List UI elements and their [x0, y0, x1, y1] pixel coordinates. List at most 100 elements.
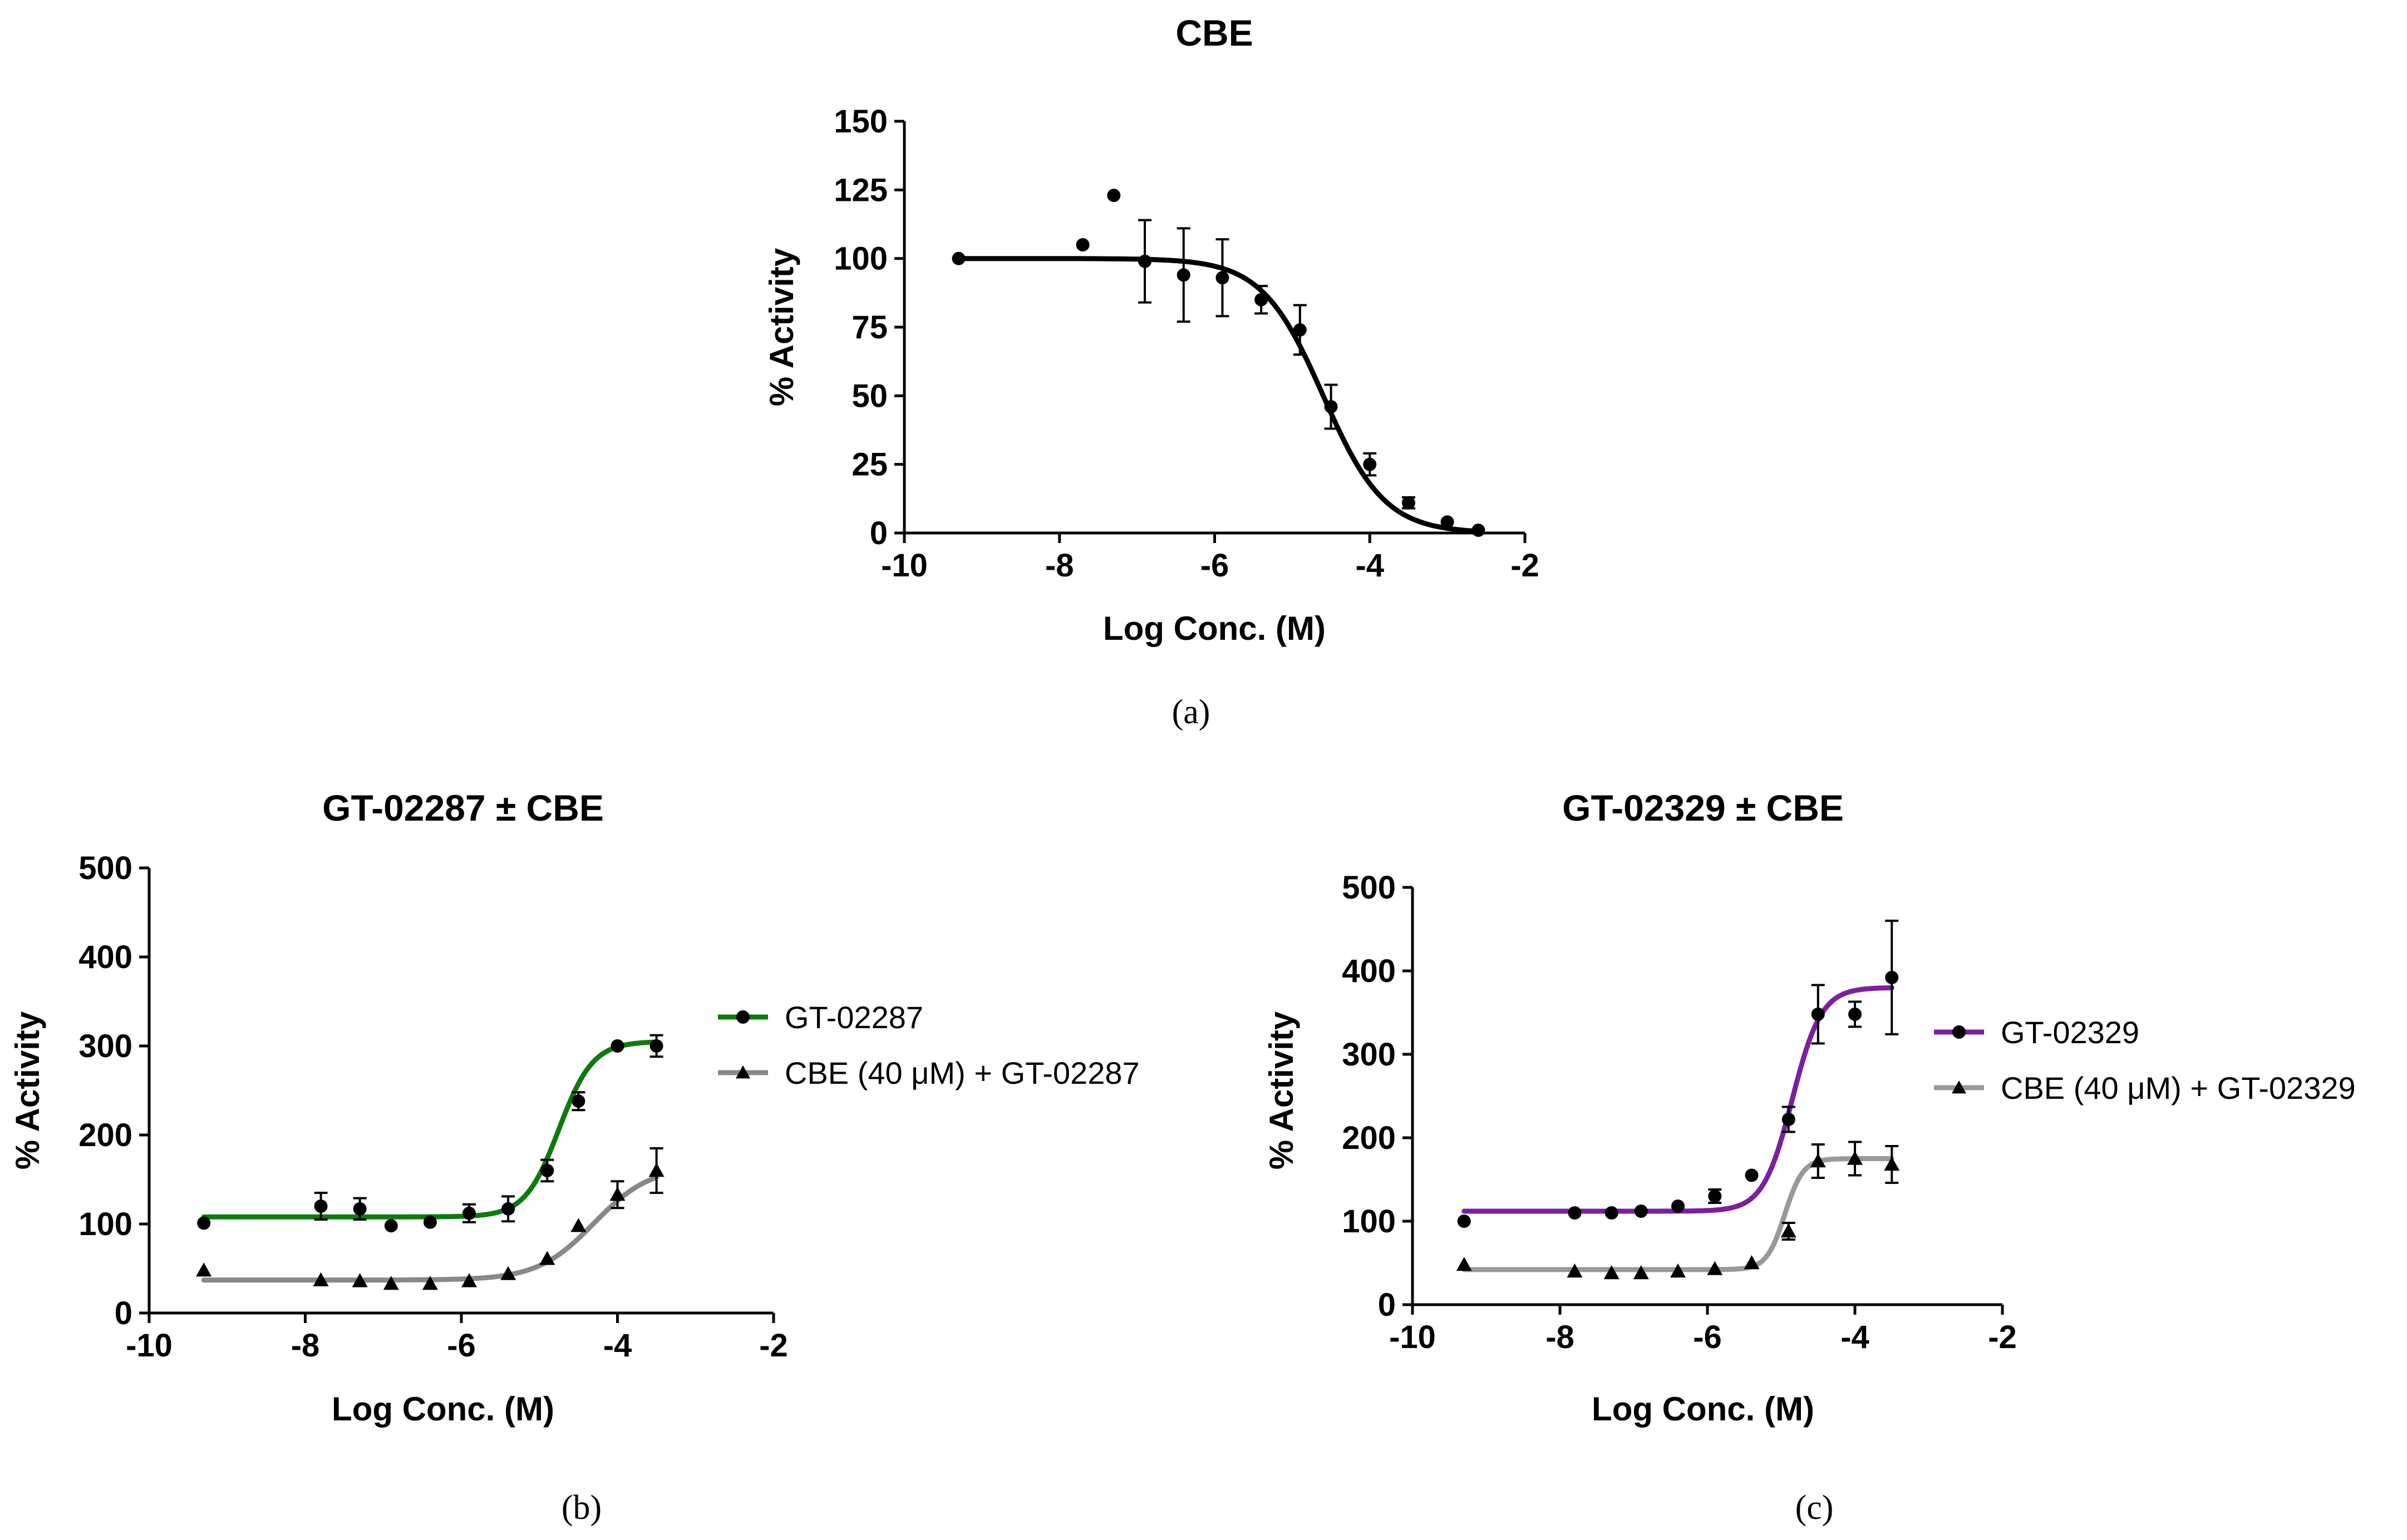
data-point — [1744, 1255, 1760, 1270]
data-point — [383, 1276, 399, 1290]
y-tick-label: 150 — [834, 103, 888, 140]
data-point — [1471, 524, 1485, 537]
data-point — [197, 1216, 211, 1230]
data-point — [1254, 293, 1268, 307]
legend-marker — [736, 1010, 750, 1024]
data-point — [1745, 1168, 1759, 1182]
panel-label: (c) — [1795, 1489, 1834, 1527]
legend-marker — [1952, 1025, 1966, 1039]
data-point — [314, 1200, 328, 1213]
data-point — [1076, 238, 1090, 251]
data-point — [1707, 1261, 1723, 1275]
chart-panel-1: CBE -10 -8 -6 -4 -2 0 25 50 75 100 125 150 Log Conc. … — [763, 12, 1539, 731]
x-tick-label: -4 — [603, 1327, 632, 1364]
legend-label: CBE (40 μM) + GT-02329 — [2001, 1070, 2356, 1105]
y-tick-label: 25 — [851, 447, 888, 483]
x-tick-label: -4 — [1355, 547, 1384, 584]
y-tick-label: 300 — [1342, 1036, 1396, 1073]
data-point — [611, 1039, 624, 1053]
data-point — [196, 1262, 212, 1277]
x-tick-label: -8 — [1545, 1319, 1574, 1355]
data-point — [1810, 1153, 1826, 1168]
data-point — [1633, 1265, 1649, 1280]
x-tick-label: -10 — [881, 547, 928, 584]
y-axis-label: % Activity — [9, 1011, 46, 1169]
y-tick-label: 100 — [1342, 1203, 1396, 1240]
data-point — [1363, 457, 1377, 471]
data-point — [1634, 1205, 1648, 1218]
x-axis-label: Log Conc. (M) — [332, 1390, 554, 1428]
legend-marker — [736, 1065, 750, 1079]
y-tick-label: 125 — [834, 172, 888, 208]
x-tick-label: -10 — [126, 1327, 173, 1364]
x-tick-label: -2 — [759, 1327, 788, 1364]
legend-marker — [1952, 1080, 1966, 1094]
data-point — [648, 1163, 664, 1177]
data-point — [649, 1039, 663, 1053]
data-point — [501, 1202, 515, 1216]
data-point — [1604, 1206, 1618, 1220]
legend-label: GT-02329 — [2001, 1015, 2139, 1050]
fit-curve — [1461, 1156, 1894, 1272]
y-tick-label: 0 — [115, 1295, 132, 1331]
data-point — [1847, 1151, 1863, 1165]
data-point — [609, 1187, 626, 1201]
data-point — [313, 1272, 329, 1286]
data-point — [1107, 189, 1121, 203]
y-tick-label: 0 — [870, 515, 888, 551]
series-1: GT-02287 — [197, 1000, 923, 1233]
y-axis-label: % Activity — [763, 248, 800, 406]
x-tick-label: -8 — [1045, 547, 1074, 584]
data-point — [1603, 1265, 1620, 1280]
panel-label: (b) — [562, 1489, 602, 1527]
y-tick-label: 500 — [78, 850, 132, 886]
data-point — [539, 1251, 555, 1265]
data-point — [1440, 515, 1454, 529]
chart-panel-3: GT-02329 ± CBE -10 -8 -6 -4 -2 0 100 200 300 400 50… — [1263, 787, 2356, 1527]
data-point — [422, 1276, 438, 1290]
fit-curve — [1461, 985, 1894, 1214]
data-point — [570, 1218, 587, 1232]
x-tick-label: -2 — [1988, 1319, 2017, 1355]
chart-title: GT-02287 ± CBE — [322, 787, 604, 828]
data-point — [1215, 271, 1229, 285]
series-2: CBE (40 μM) + GT-02287 — [196, 1055, 1140, 1290]
legend-label: CBE (40 μM) + GT-02287 — [785, 1055, 1140, 1090]
x-axis-label: Log Conc. (M) — [1103, 610, 1326, 647]
data-point — [572, 1094, 585, 1108]
data-point — [1568, 1206, 1582, 1220]
y-tick-label: 500 — [1342, 870, 1396, 906]
series-2: CBE (40 μM) + GT-02329 — [1456, 1070, 2356, 1280]
y-tick-label: 300 — [78, 1028, 132, 1064]
x-tick-label: -10 — [1389, 1319, 1436, 1355]
series-1 — [952, 189, 1485, 537]
data-point — [461, 1273, 478, 1287]
x-tick-label: -8 — [291, 1327, 320, 1364]
fit-curve — [201, 1039, 659, 1220]
data-point — [1671, 1200, 1685, 1213]
data-point — [1885, 971, 1899, 984]
data-point — [384, 1219, 398, 1233]
data-point — [1177, 268, 1190, 282]
fit-curve — [956, 256, 1481, 534]
y-tick-label: 100 — [78, 1206, 132, 1242]
data-point — [462, 1206, 476, 1220]
x-axis-label: Log Conc. (M) — [1592, 1390, 1814, 1428]
panel-label: (a) — [1172, 693, 1210, 731]
data-point — [1781, 1113, 1795, 1126]
y-tick-label: 100 — [834, 241, 888, 277]
data-point — [1293, 323, 1307, 337]
x-tick-label: -6 — [447, 1327, 476, 1364]
data-point — [353, 1202, 367, 1216]
y-tick-label: 400 — [1342, 953, 1396, 989]
data-point — [1401, 496, 1415, 510]
legend-label: GT-02287 — [785, 1000, 923, 1035]
y-tick-label: 200 — [1342, 1120, 1396, 1156]
data-point — [423, 1215, 437, 1229]
data-point — [952, 251, 966, 265]
data-point — [1848, 1008, 1862, 1021]
chart-title: CBE — [1175, 12, 1253, 53]
data-point — [1324, 400, 1338, 414]
data-point — [540, 1164, 554, 1177]
